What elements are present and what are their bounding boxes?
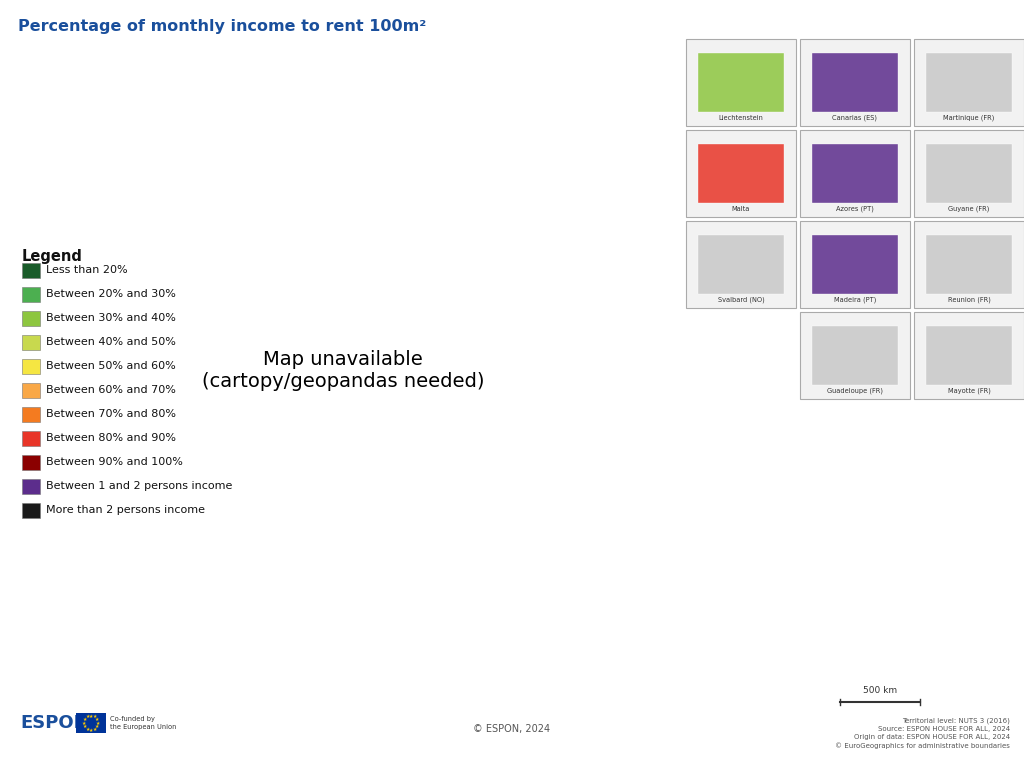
Bar [926,53,1012,112]
Bar [926,144,1012,203]
Text: Less than 20%: Less than 20% [46,265,128,275]
Bar [812,144,898,203]
Text: Azores (PT): Azores (PT) [836,205,873,212]
Bar [914,312,1024,399]
Bar [812,326,898,385]
Bar [22,383,40,398]
Text: Map unavailable
(cartopy/geopandas needed): Map unavailable (cartopy/geopandas neede… [202,350,484,391]
Bar [914,39,1024,126]
Text: ★: ★ [95,717,99,722]
Text: Malta: Malta [732,206,751,212]
Bar [22,431,40,446]
Text: ESPON: ESPON [20,714,89,732]
Text: Between 50% and 60%: Between 50% and 60% [46,361,176,371]
Bar [76,713,106,733]
Text: Between 60% and 70%: Between 60% and 70% [46,385,176,395]
Bar [686,221,796,308]
Text: ★: ★ [85,727,90,731]
Bar [22,359,40,374]
Bar [22,479,40,494]
Text: 500 km: 500 km [863,686,897,695]
Text: ★: ★ [92,715,96,719]
Bar [686,39,796,126]
Bar [22,407,40,422]
Bar [698,144,784,203]
Text: ★: ★ [89,727,93,733]
Text: Svalbard (NO): Svalbard (NO) [718,297,764,303]
Text: ★: ★ [96,721,100,725]
Text: ★: ★ [83,717,87,722]
Text: Madeira (PT): Madeira (PT) [834,297,877,303]
Text: Between 40% and 50%: Between 40% and 50% [46,337,176,347]
Bar [800,39,910,126]
Text: ★: ★ [82,721,86,725]
Text: Between 90% and 100%: Between 90% and 100% [46,457,183,467]
Bar [22,287,40,302]
Bar [812,53,898,112]
Bar [914,130,1024,217]
Text: More than 2 persons income: More than 2 persons income [46,505,205,515]
Text: Canarias (ES): Canarias (ES) [833,114,878,121]
Bar [698,53,784,112]
Bar [22,311,40,326]
Text: Guyane (FR): Guyane (FR) [948,205,989,212]
Text: Between 20% and 30%: Between 20% and 30% [46,289,176,299]
Bar [926,235,1012,294]
Bar [698,235,784,294]
Bar [686,130,796,217]
Text: Co-funded by
the European Union: Co-funded by the European Union [110,716,176,730]
Text: Martinique (FR): Martinique (FR) [943,114,994,121]
Bar [812,235,898,294]
Text: Liechtenstein: Liechtenstein [719,115,764,121]
Bar [22,455,40,470]
Text: ★: ★ [92,727,96,731]
Bar [800,221,910,308]
Bar [800,130,910,217]
Bar [800,312,910,399]
Text: Guadeloupe (FR): Guadeloupe (FR) [827,388,883,394]
Bar [22,503,40,518]
Text: Territorial level: NUTS 3 (2016)
Source: ESPON HOUSE FOR ALL, 2024
Origin of dat: Territorial level: NUTS 3 (2016) Source:… [836,718,1010,749]
Bar [926,326,1012,385]
Text: ★: ★ [85,715,90,719]
Text: Reunion (FR): Reunion (FR) [947,297,990,303]
Text: Between 30% and 40%: Between 30% and 40% [46,313,176,323]
Text: Percentage of monthly income to rent 100m²: Percentage of monthly income to rent 100… [18,19,426,34]
Text: Between 70% and 80%: Between 70% and 80% [46,409,176,419]
Text: ★: ★ [83,724,87,729]
Bar [914,221,1024,308]
Text: ★: ★ [95,724,99,729]
Text: Mayotte (FR): Mayotte (FR) [947,388,990,394]
Text: ★: ★ [89,714,93,718]
Text: Between 1 and 2 persons income: Between 1 and 2 persons income [46,481,232,491]
Text: Between 80% and 90%: Between 80% and 90% [46,433,176,443]
Bar [22,335,40,350]
Bar [22,263,40,278]
Text: Legend: Legend [22,249,83,264]
Text: © ESPON, 2024: © ESPON, 2024 [473,724,551,734]
